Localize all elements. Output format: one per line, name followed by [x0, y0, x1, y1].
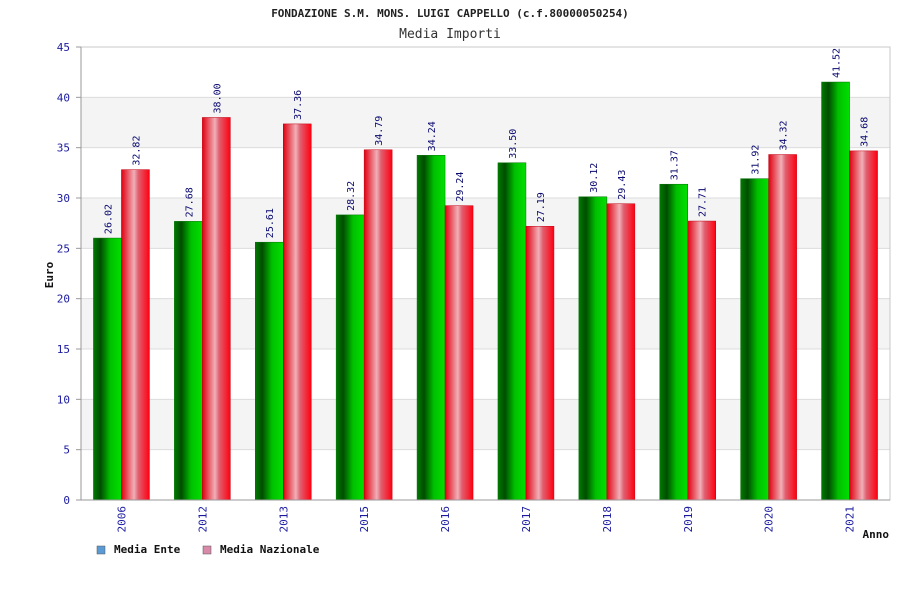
legend-swatch — [96, 545, 106, 555]
bar-media-ente — [255, 241, 284, 501]
bar-media-nazionale — [202, 117, 231, 501]
x-tick-label: 2020 — [763, 506, 776, 533]
y-axis-ticks: 0 5 10 15 20 25 30 35 40 45 — [57, 41, 81, 507]
bar-media-nazionale — [283, 123, 312, 501]
x-axis-ticks: 2006 2012 2013 2015 2016 2017 2018 2019 2020 2021 — [115, 506, 856, 533]
y-tick-label: 40 — [57, 91, 70, 104]
bar-media-ente — [416, 155, 446, 501]
data-label: 41.52 — [832, 48, 843, 78]
bar-media-ente — [93, 237, 122, 501]
data-labels: 26.02 32.82 27.68 38.00 25.61 37.36 28.32 34.79… — [103, 48, 870, 238]
data-label: 34.24 — [427, 121, 438, 151]
x-tick-label: 2021 — [844, 506, 857, 533]
x-tick-label: 2019 — [682, 506, 695, 533]
bar-media-ente — [174, 221, 203, 501]
data-label: 26.02 — [103, 204, 114, 234]
y-tick-label: 25 — [57, 242, 70, 255]
x-tick-label: 2013 — [277, 506, 290, 533]
bar-media-ente — [497, 162, 527, 501]
data-label: 31.37 — [670, 150, 681, 180]
bars — [93, 81, 878, 501]
data-label: 27.68 — [184, 187, 195, 217]
bar-media-ente — [821, 81, 850, 501]
bar-media-ente — [578, 196, 608, 501]
x-tick-label: 2006 — [115, 506, 128, 533]
data-label: 34.68 — [860, 117, 871, 147]
bar-media-nazionale — [363, 149, 393, 501]
y-tick-label: 45 — [57, 41, 70, 54]
legend: Media Ente Media Nazionale — [96, 543, 320, 556]
y-tick-label: 10 — [57, 393, 70, 406]
data-label: 34.79 — [374, 116, 385, 146]
x-tick-label: 2018 — [601, 506, 614, 533]
data-label: 27.19 — [536, 192, 547, 222]
bar-media-nazionale — [687, 220, 716, 501]
bar-media-nazionale — [849, 150, 878, 501]
y-tick-label: 0 — [63, 494, 70, 507]
data-label: 27.71 — [698, 187, 709, 217]
legend-label: Media Ente — [114, 543, 181, 556]
bar-media-nazionale — [606, 203, 636, 501]
bar-media-nazionale — [768, 154, 797, 501]
y-tick-label: 15 — [57, 343, 70, 356]
data-label: 29.24 — [455, 172, 466, 202]
bar-media-nazionale — [121, 169, 150, 501]
x-axis-label: Anno — [863, 528, 890, 541]
data-label: 34.32 — [779, 120, 790, 150]
data-label: 32.82 — [131, 136, 142, 166]
data-label: 38.00 — [212, 83, 223, 113]
data-label: 25.61 — [265, 208, 276, 238]
bar-media-nazionale — [444, 205, 474, 501]
data-label: 31.92 — [751, 145, 762, 175]
data-label: 33.50 — [508, 129, 519, 159]
x-tick-label: 2012 — [196, 506, 209, 533]
data-label: 37.36 — [293, 90, 304, 120]
y-tick-label: 35 — [57, 142, 70, 155]
chart-subtitle: Media Importi — [399, 27, 501, 42]
y-tick-label: 30 — [57, 192, 70, 205]
y-tick-label: 20 — [57, 293, 70, 306]
x-tick-label: 2017 — [520, 506, 533, 533]
legend-swatch — [202, 545, 212, 555]
data-label: 29.43 — [617, 170, 628, 200]
bar-media-ente — [335, 214, 365, 501]
legend-label: Media Nazionale — [220, 543, 320, 556]
bar-media-ente — [659, 183, 688, 501]
x-tick-label: 2016 — [439, 506, 452, 533]
y-tick-label: 5 — [63, 444, 70, 457]
bar-media-ente — [740, 178, 769, 501]
plot-band — [81, 47, 890, 98]
x-tick-label: 2015 — [358, 506, 371, 533]
data-label: 28.32 — [346, 181, 357, 211]
bar-media-nazionale — [525, 226, 555, 501]
data-label: 30.12 — [589, 163, 600, 193]
y-axis-label: Euro — [43, 261, 56, 288]
chart-title: FONDAZIONE S.M. MONS. LUIGI CAPPELLO (c.… — [271, 7, 629, 20]
